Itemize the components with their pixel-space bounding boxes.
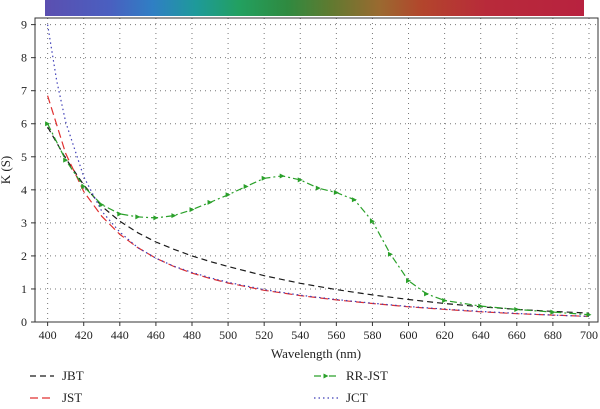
series-point-rr-jst: [207, 199, 213, 205]
y-tick-label: 5: [21, 150, 27, 164]
legend-label: RR-JST: [346, 368, 388, 383]
series-point-rr-jst: [369, 218, 375, 224]
x-tick-label: 480: [183, 328, 201, 342]
series-line-jct: [47, 24, 590, 317]
x-tick-label: 680: [544, 328, 562, 342]
series-point-rr-jst: [243, 184, 249, 190]
series-point-rr-jst: [225, 192, 231, 198]
legend-item-jbt: JBT: [30, 368, 84, 383]
series-point-rr-jst: [135, 214, 141, 220]
legend-label: JST: [62, 390, 82, 405]
legend-item-rr-jst: RR-JST: [314, 368, 388, 383]
y-tick-label: 4: [21, 183, 27, 197]
legend-marker: [323, 373, 329, 379]
grid: [35, 18, 598, 323]
y-tick-label: 0: [21, 315, 27, 329]
x-tick-label: 500: [219, 328, 237, 342]
x-tick-label: 600: [400, 328, 418, 342]
x-tick-label: 460: [147, 328, 165, 342]
series-point-rr-jst: [424, 291, 430, 297]
x-tick-label: 520: [255, 328, 273, 342]
series-point-rr-jst: [550, 309, 556, 315]
series-point-rr-jst: [99, 202, 105, 208]
y-tick-label: 2: [21, 249, 27, 263]
series-point-rr-jst: [63, 157, 69, 163]
x-tick-label: 700: [580, 328, 598, 342]
plot-frame: [34, 17, 599, 323]
x-tick-label: 560: [327, 328, 345, 342]
series-point-rr-jst: [442, 298, 448, 304]
series-point-rr-jst: [351, 197, 357, 203]
series-point-rr-jst: [478, 303, 484, 309]
series-point-rr-jst: [297, 177, 303, 183]
series-line-jst: [47, 95, 590, 317]
x-tick-label: 620: [436, 328, 454, 342]
series-line-jbt: [47, 126, 590, 314]
y-tick-label: 1: [21, 282, 27, 296]
legend-item-jst: JST: [30, 390, 82, 405]
legend-label: JBT: [62, 368, 84, 383]
series-point-rr-jst: [117, 211, 123, 217]
series-point-rr-jst: [586, 312, 592, 318]
x-tick-label: 580: [363, 328, 381, 342]
spectrum-bar: [45, 0, 584, 16]
x-tick-label: 540: [291, 328, 309, 342]
series-point-rr-jst: [387, 251, 393, 257]
series-point-rr-jst: [189, 207, 195, 213]
x-axis-label: Wavelength (nm): [271, 346, 361, 361]
y-axis-label: K (S): [0, 156, 13, 185]
series-point-rr-jst: [315, 185, 321, 191]
series-point-rr-jst: [333, 189, 339, 195]
y-tick-label: 8: [21, 51, 27, 65]
x-tick-label: 660: [508, 328, 526, 342]
series-point-rr-jst: [81, 184, 87, 190]
series-point-rr-jst: [514, 306, 520, 312]
legend-label: JCT: [346, 390, 368, 405]
series-point-rr-jst: [406, 278, 412, 284]
y-tick-label: 6: [21, 117, 27, 131]
y-tick-label: 9: [21, 18, 27, 32]
x-tick-label: 400: [39, 328, 57, 342]
y-tick-label: 3: [21, 216, 27, 230]
series-point-rr-jst: [279, 173, 285, 179]
series-point-rr-jst: [153, 215, 159, 221]
x-axis: 400 420 440 460 480 500 520 540 560 580 600 620 640 6…: [39, 322, 598, 342]
x-tick-label: 440: [111, 328, 129, 342]
series-point-rr-jst: [171, 213, 177, 219]
series-group: [45, 24, 592, 318]
x-tick-label: 640: [472, 328, 490, 342]
series-point-rr-jst: [45, 121, 51, 127]
legend: JBT JST RR-JST JCT: [30, 368, 388, 405]
legend-item-jct: JCT: [314, 390, 368, 405]
y-tick-label: 7: [21, 84, 27, 98]
x-tick-label: 420: [75, 328, 93, 342]
series-point-rr-jst: [261, 175, 267, 181]
y-axis: 0 1 2 3 4 5 6 7 8 9: [21, 18, 35, 329]
